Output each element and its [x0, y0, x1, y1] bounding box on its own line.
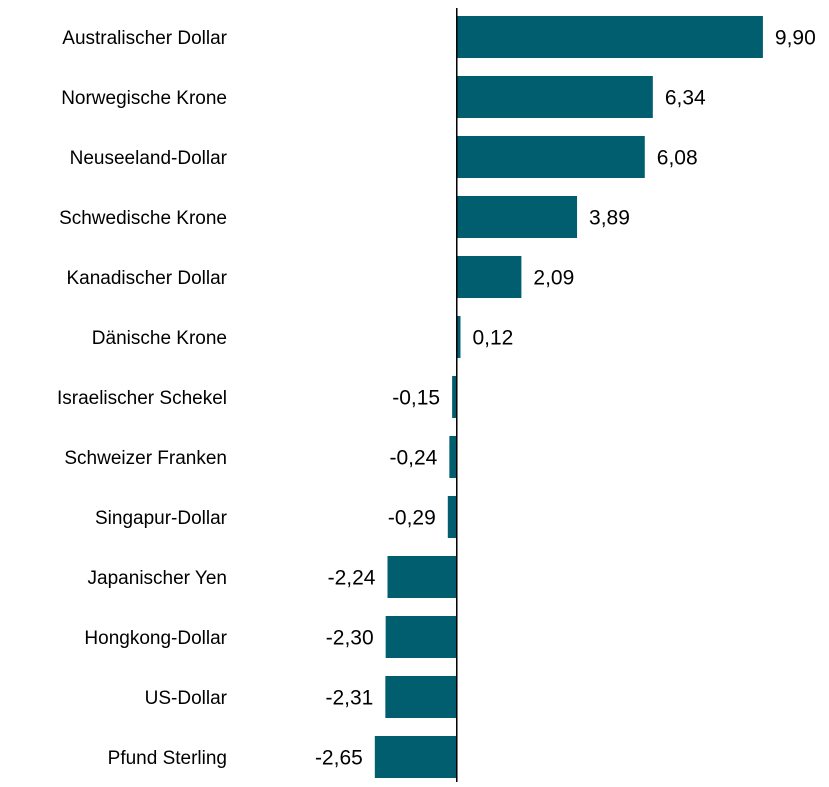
bar — [456, 16, 763, 58]
bar — [385, 676, 457, 718]
bar — [447, 496, 457, 538]
value-label: 6,34 — [665, 87, 706, 110]
bar — [374, 736, 457, 778]
category-label: Schweizer Franken — [64, 448, 227, 469]
category-label: Japanischer Yen — [88, 568, 227, 589]
bar — [456, 256, 522, 298]
category-label: Australischer Dollar — [62, 28, 227, 49]
category-label: Hongkong-Dollar — [84, 628, 227, 649]
category-label: Pfund Sterling — [108, 748, 227, 769]
category-label: Dänische Krone — [92, 328, 227, 349]
bar — [456, 136, 645, 178]
category-label: Norwegische Krone — [61, 88, 227, 109]
value-label: 6,08 — [657, 147, 698, 170]
category-label: Neuseeland-Dollar — [70, 148, 228, 169]
category-label: Singapur-Dollar — [95, 508, 228, 529]
value-label: -2,24 — [328, 567, 376, 590]
category-label: Kanadischer Dollar — [66, 268, 227, 289]
value-label: 3,89 — [589, 207, 630, 230]
value-label: -0,15 — [392, 387, 440, 410]
bar — [449, 436, 457, 478]
bar — [385, 616, 457, 658]
value-label: -2,65 — [315, 747, 363, 770]
bar — [452, 376, 457, 418]
category-label: US-Dollar — [145, 688, 228, 709]
value-label: 9,90 — [775, 27, 816, 50]
bar — [456, 76, 653, 118]
value-label: -0,29 — [388, 507, 436, 530]
value-label: 0,12 — [472, 327, 513, 350]
value-label: -0,24 — [389, 447, 437, 470]
value-label: -2,31 — [325, 687, 373, 710]
bar — [456, 316, 461, 358]
value-label: 2,09 — [533, 267, 574, 290]
value-label: -2,30 — [326, 627, 374, 650]
bar — [456, 196, 578, 238]
category-label: Israelischer Schekel — [57, 388, 227, 409]
category-label: Schwedische Krone — [59, 208, 227, 229]
bar — [387, 556, 457, 598]
